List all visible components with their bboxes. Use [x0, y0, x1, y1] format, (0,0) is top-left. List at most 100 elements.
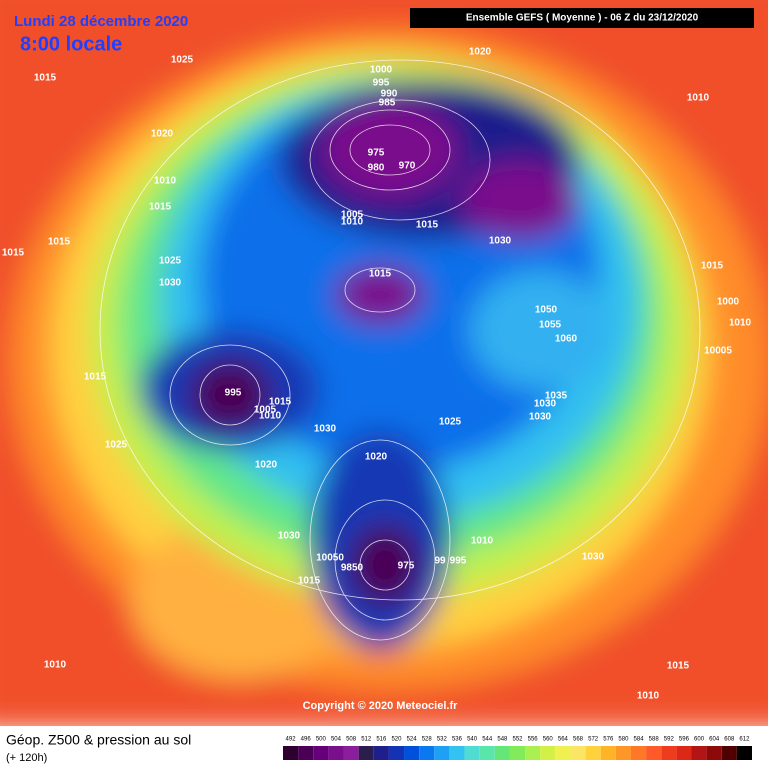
isobar-label: 1015 [2, 248, 25, 259]
legend-swatch [630, 746, 647, 760]
isobar-label: 1010 [44, 660, 67, 671]
legend-swatch [600, 746, 616, 760]
legend-swatch [343, 746, 359, 760]
isobar-label: 990 [381, 89, 398, 100]
isobar-label: 980 [368, 163, 385, 174]
legend-swatch [509, 746, 526, 760]
legend-swatch [298, 746, 314, 760]
legend-label: 572 [588, 737, 599, 743]
isobar-label: 1030 [529, 412, 552, 423]
legend-swatch [328, 746, 344, 760]
isobar-label: 1050 [535, 305, 558, 316]
legend-label: 564 [558, 737, 569, 743]
legend-label: 508 [346, 737, 357, 743]
legend-swatch [570, 746, 586, 760]
isobars [99, 59, 701, 641]
legend-label: 608 [724, 737, 735, 743]
isobar-label: 1010 [154, 176, 177, 187]
legend-label: 492 [286, 737, 297, 743]
isobar-label: 1010 [341, 217, 364, 228]
isobar-label: 1015 [34, 73, 57, 84]
isobar-label: 1010 [687, 93, 710, 104]
isobar-label: 1015 [701, 261, 724, 272]
legend-swatch [615, 746, 631, 760]
legend-label: 576 [603, 737, 614, 743]
isobar-label: 1015 [416, 220, 439, 231]
isobar-label: 1030 [582, 552, 605, 563]
legend-label: 552 [512, 737, 523, 743]
legend-label: 580 [618, 737, 629, 743]
isobar-label: 1055 [539, 320, 562, 331]
isobar-label: 1030 [314, 424, 337, 435]
isobar-label: 985 [379, 98, 396, 109]
isobar-label: 1015 [667, 661, 690, 672]
local-time: 8:00 locale [20, 33, 122, 55]
legend-label: 540 [467, 737, 478, 743]
legend-label: 512 [361, 737, 372, 743]
isobar-label: 1005 [254, 405, 277, 416]
legend-label: 496 [301, 737, 312, 743]
isobar-label: 1010 [637, 691, 660, 702]
run-box [410, 8, 754, 28]
legend-swatch [721, 746, 737, 760]
isobar-label: 970 [399, 161, 416, 172]
isobar-label: 1015 [269, 397, 292, 408]
isobar-label: 1015 [84, 372, 107, 383]
isobar-label: 1025 [439, 417, 462, 428]
isobar-label: 1010 [729, 318, 752, 329]
legend-label: 504 [331, 737, 342, 743]
isobar-label: 1030 [278, 531, 301, 542]
lead-time: (+ 120h) [6, 752, 47, 764]
legend-swatch [283, 746, 299, 760]
legend-swatch [646, 746, 662, 760]
isobar-label: 1020 [469, 47, 492, 58]
legend-label: 528 [422, 737, 433, 743]
legend-label: 612 [739, 737, 750, 743]
legend-swatch [479, 746, 495, 760]
legend-label: 524 [407, 737, 418, 743]
legend-swatch [555, 746, 571, 760]
legend-label: 592 [664, 737, 675, 743]
legend-label: 516 [376, 737, 387, 743]
copyright: Copyright © 2020 Meteociel.fr [303, 700, 459, 712]
isobar-label: 1060 [555, 334, 578, 345]
legend-label: 544 [482, 737, 493, 743]
legend-label: 536 [452, 737, 463, 743]
isobar-label: 1015 [48, 237, 71, 248]
legend-swatch [676, 746, 692, 760]
legend-swatch [585, 746, 601, 760]
isobar-label: 1025 [171, 55, 194, 66]
legend-swatch [525, 746, 541, 760]
legend-swatch [373, 746, 389, 760]
legend-swatch [404, 746, 420, 760]
legend-label: 548 [497, 737, 508, 743]
legend-label: 520 [391, 737, 402, 743]
legend-swatch [434, 746, 450, 760]
legend-swatch [540, 746, 556, 760]
isobar-label: 975 [398, 561, 415, 572]
footer-title: Géop. Z500 & pression au sol [6, 732, 191, 748]
run-info: Ensemble GEFS ( Moyenne ) - 06 Z du 23/1… [466, 13, 699, 24]
isobar-label: 975 [368, 148, 385, 159]
isobar-label: 1030 [489, 236, 512, 247]
legend-label: 568 [573, 737, 584, 743]
isobar-label: 1020 [151, 129, 174, 140]
isobar-label: 1010 [259, 411, 282, 422]
isobar-label: 1030 [534, 399, 557, 410]
isobar-label: 995 [450, 556, 467, 567]
isobar-label: 1010 [471, 536, 494, 547]
isobar-label: 1015 [369, 269, 392, 280]
isobar-label: 1015 [149, 202, 172, 213]
legend-label: 532 [437, 737, 448, 743]
legend-swatch [449, 746, 465, 760]
isobar-label: 1025 [105, 440, 128, 451]
legend-swatch [661, 746, 677, 760]
geopotential-field [0, 0, 768, 730]
legend-swatch [358, 746, 374, 760]
isobar-label: 1030 [159, 278, 182, 289]
isobar-label: 9850 [341, 563, 364, 574]
legend-label: 596 [679, 737, 690, 743]
legend-swatch [736, 746, 752, 760]
isobar-label: 1020 [365, 452, 388, 463]
legend-swatch [419, 746, 435, 760]
